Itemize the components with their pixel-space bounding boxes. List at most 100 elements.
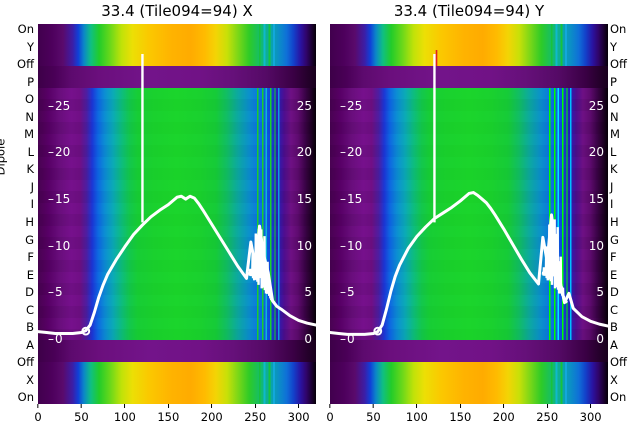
tile-label-right-n-5: N — [610, 109, 619, 124]
heatmap-panel-x[interactable]: –0 0 –5 5 –10 10 –15 15 –20 20 –25 25 — [38, 24, 316, 404]
y-tick-right-5: 5 — [596, 285, 604, 300]
top-gap-x — [38, 66, 316, 88]
vertical-spike — [433, 54, 436, 223]
x-tick-x-100: 100 — [114, 404, 136, 424]
tile-label-left-g-12: G — [25, 232, 34, 247]
tile-label-left-off-19: Off — [17, 355, 34, 370]
tile-label-left-i-10: I — [30, 197, 34, 212]
tile-label-left-off-2: Off — [17, 57, 34, 72]
x-tick-x-50: 50 — [74, 404, 89, 424]
heatmap-panel-y[interactable]: –0 0 –5 5 –10 10 –15 15 –20 20 –25 25 — [330, 24, 608, 404]
panel-title-x: 33.4 (Tile094=94) X — [101, 2, 253, 20]
y-tick-right-25: 25 — [296, 98, 312, 113]
y-tick-right-25: 25 — [588, 98, 604, 113]
tile-label-left-b-17: B — [26, 320, 34, 335]
trace-noise-burst — [247, 228, 276, 304]
y-tick-10: –10 — [48, 238, 71, 253]
vertical-spike — [141, 54, 144, 223]
x-axis-panel-x: 0 50 100 150 200 250 300 — [34, 404, 316, 440]
tile-label-left-d-15: D — [25, 285, 34, 300]
tile-label-left-p-3: P — [27, 74, 34, 89]
x-tick-y-0: 0 — [326, 404, 334, 424]
main-heatmap-body-y — [330, 88, 608, 340]
noise-burst-streaks — [330, 88, 608, 340]
trace-line — [330, 191, 608, 336]
y-tick-right-15: 15 — [588, 192, 604, 206]
tile-label-left-e-14: E — [26, 267, 34, 282]
dipole-axis-caption: Dipole — [0, 138, 8, 176]
tile-label-left-y-1: Y — [26, 39, 34, 54]
y-tick-right-15: 15 — [296, 192, 312, 206]
bottom-rainbow-band-x — [38, 362, 316, 404]
tile-label-right-p-3: P — [610, 74, 617, 89]
tile-label-right-h-11: H — [610, 215, 619, 230]
panel-title-y: 33.4 (Tile094=94) Y — [393, 2, 545, 20]
tile-label-right-on-21: On — [610, 390, 627, 405]
white-trace-y — [330, 50, 608, 336]
y-tick-25: –25 — [340, 98, 363, 113]
tile-label-left-j-9: J — [30, 179, 34, 194]
tile-label-right-b-17: B — [610, 320, 618, 335]
tile-label-right-c-16: C — [610, 302, 619, 317]
x-tick-y-50: 50 — [366, 404, 381, 424]
tile-label-right-f-13: F — [610, 250, 617, 265]
tile-label-left-c-16: C — [25, 302, 34, 317]
bottom-gap-y — [330, 340, 608, 362]
tile-label-right-a-18: A — [610, 337, 618, 352]
x-tick-x-0: 0 — [34, 404, 42, 424]
band-streaks — [38, 362, 316, 404]
tile-label-right-x-20: X — [610, 372, 618, 387]
y-tick-right-5: 5 — [304, 285, 312, 300]
y-tick-right-20: 20 — [296, 145, 312, 160]
y-tick-right-0: 0 — [596, 332, 604, 346]
x-tick-y-150: 150 — [449, 404, 471, 424]
x-tick-x-200: 200 — [201, 404, 223, 424]
x-axis-panel-y: 0 50 100 150 200 250 300 — [326, 404, 608, 440]
bottom-rainbow-band-y — [330, 362, 608, 404]
tile-label-left-a-18: A — [26, 337, 34, 352]
y-tick-right-10: 10 — [588, 238, 604, 253]
band-streaks — [38, 24, 316, 66]
x-tick-x-250: 250 — [244, 404, 266, 424]
y-tick-5: –5 — [340, 285, 355, 300]
tile-label-left-n-5: N — [25, 109, 34, 124]
trace-noise-burst — [541, 218, 569, 304]
y-tick-10: –10 — [340, 238, 363, 253]
tile-label-left-m-6: M — [24, 127, 34, 142]
origin-marker — [373, 326, 383, 336]
white-trace-x — [38, 54, 316, 336]
tile-label-right-y-1: Y — [610, 39, 618, 54]
tile-label-right-g-12: G — [610, 232, 619, 247]
y-tick-15: –15 — [340, 192, 363, 206]
tile-label-right-k-8: K — [610, 162, 618, 177]
tile-label-right-off-2: Off — [610, 57, 627, 72]
top-rainbow-band-y — [330, 24, 608, 66]
right-tile-label-column: On Y Off P O N M L K J I H G F E D C B A Off X On — [610, 23, 636, 405]
tile-label-left-on-0: On — [17, 22, 34, 36]
tile-label-right-d-15: D — [610, 285, 619, 300]
y-tick-right-0: 0 — [304, 332, 312, 346]
tile-label-right-l-7: L — [610, 144, 617, 159]
y-tick-15: –15 — [48, 192, 71, 206]
left-tile-label-column: On Y Off P O N M L K J I H G F E D C B A Off X On — [8, 22, 34, 405]
tile-label-right-o-4: O — [610, 92, 620, 107]
band-streaks — [330, 362, 608, 404]
x-tick-y-100: 100 — [406, 404, 428, 424]
tile-label-right-i-10: I — [610, 197, 614, 212]
band-streaks — [330, 24, 608, 66]
tile-label-left-f-13: F — [27, 250, 34, 265]
tile-label-left-x-20: X — [26, 372, 34, 387]
y-tick-0: –0 — [340, 332, 355, 346]
tile-label-right-m-6: M — [610, 127, 620, 142]
y-tick-25: –25 — [48, 98, 71, 113]
tile-label-right-off-19: Off — [610, 355, 627, 370]
x-tick-x-150: 150 — [157, 404, 179, 424]
y-tick-right-10: 10 — [296, 238, 312, 253]
x-tick-x-300: 300 — [288, 404, 310, 424]
top-gap-y — [330, 66, 608, 88]
tile-label-left-o-4: O — [24, 92, 34, 107]
y-tick-5: –5 — [48, 285, 63, 300]
tile-label-left-on-21: On — [17, 390, 34, 405]
x-tick-y-200: 200 — [493, 404, 515, 424]
